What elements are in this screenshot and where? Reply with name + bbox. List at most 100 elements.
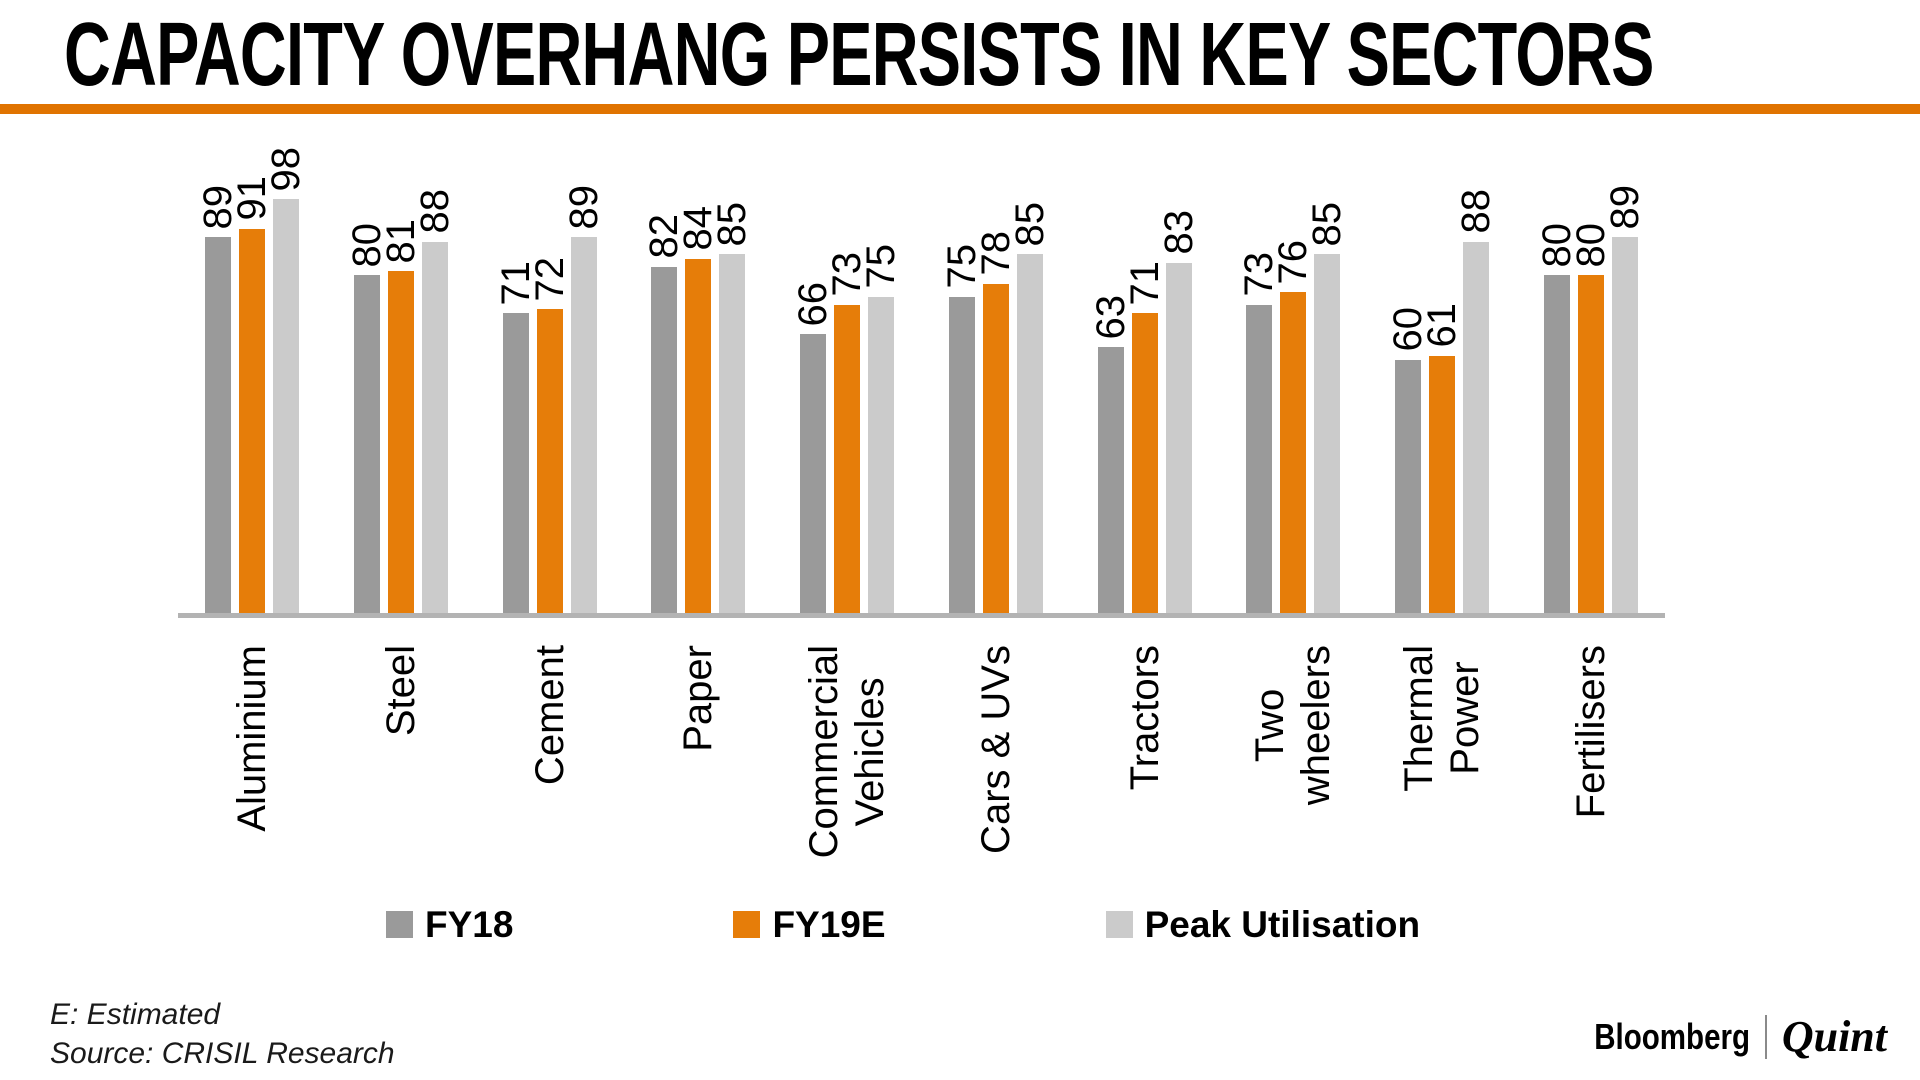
bar-column-fy19e: 80 xyxy=(1569,145,1613,613)
bar-peak-utilisation xyxy=(1165,262,1192,613)
bar-column-peak-utilisation: 88 xyxy=(1454,145,1498,613)
bar-peak-utilisation xyxy=(570,237,597,613)
bar-group-cars-uvs: 75 78 85 xyxy=(922,145,1071,613)
bar-fy19e xyxy=(536,309,563,613)
bar-fy19e xyxy=(1428,355,1455,613)
bar-fy18 xyxy=(948,296,975,613)
bar-column-peak-utilisation: 88 xyxy=(413,145,457,613)
bar-fy18 xyxy=(205,237,232,613)
chart-legend: FY18 FY19E Peak Utilisation xyxy=(386,906,1420,943)
bar-group-two-wheelers: 73 76 85 xyxy=(1219,145,1368,613)
bar-column-fy19e: 73 xyxy=(825,145,869,613)
bar-group-commercial-vehicles: 66 73 75 xyxy=(773,145,922,613)
bar-column-peak-utilisation: 83 xyxy=(1157,145,1201,613)
bar-column-fy19e: 61 xyxy=(1420,145,1464,613)
category-label: Cement xyxy=(527,645,572,786)
bar-column-fy18: 66 xyxy=(791,145,835,613)
bar-group-paper: 82 84 85 xyxy=(624,145,773,613)
category-label: Paper xyxy=(676,645,721,752)
category-cell: Aluminium xyxy=(178,645,327,832)
legend-swatch-fy19e xyxy=(733,911,761,938)
bar-column-peak-utilisation: 75 xyxy=(859,145,903,613)
bar-column-fy18: 71 xyxy=(494,145,538,613)
brand-separator xyxy=(1764,1014,1767,1059)
bar-fy18 xyxy=(651,266,678,613)
category-label: Two wheelers xyxy=(1248,645,1339,806)
bar-fy19e xyxy=(388,271,415,613)
bar-fy18 xyxy=(354,275,381,613)
bar-group-fertilisers: 80 80 89 xyxy=(1516,145,1665,613)
bar-column-fy18: 80 xyxy=(1535,145,1579,613)
category-cell: Commercial Vehicles xyxy=(773,645,922,858)
bar-value-label: 85 xyxy=(1007,201,1052,247)
bar-fy19e xyxy=(1577,275,1604,613)
category-label: Fertilisers xyxy=(1568,645,1613,819)
bar-column-fy18: 73 xyxy=(1237,145,1281,613)
footnote-estimated: E: Estimated xyxy=(50,998,221,1031)
category-cell: Steel xyxy=(327,645,476,736)
bar-value-label: 98 xyxy=(264,146,309,192)
category-label: Steel xyxy=(379,645,424,737)
category-label: Tractors xyxy=(1122,645,1167,791)
bar-chart-plot: 89 91 98 80 81 88 71 72 89 82 84 85 66 73 75 75 78 85 63 71… xyxy=(178,145,1665,618)
bar-value-label: 88 xyxy=(1453,189,1498,234)
bloomberg-logo: Bloomberg xyxy=(1594,1015,1750,1057)
bar-fy18 xyxy=(1246,304,1273,613)
bar-column-fy18: 89 xyxy=(196,145,240,613)
footnote-source: Source: CRISIL Research xyxy=(50,1037,395,1070)
legend-item-fy18: FY18 xyxy=(386,906,513,943)
bar-value-label: 89 xyxy=(1602,184,1647,230)
bar-column-peak-utilisation: 85 xyxy=(1008,145,1052,613)
bar-value-label: 83 xyxy=(1156,210,1201,255)
bar-value-label: 72 xyxy=(527,256,572,302)
bar-series-area: 89 91 98 80 81 88 71 72 89 82 84 85 66 73 75 75 78 85 63 71… xyxy=(178,145,1665,613)
bar-fy19e xyxy=(685,258,712,613)
bar-column-peak-utilisation: 89 xyxy=(1603,145,1647,613)
bar-peak-utilisation xyxy=(1462,241,1489,613)
category-cell: Two wheelers xyxy=(1219,645,1368,805)
quint-logo: Quint xyxy=(1781,1012,1887,1061)
bar-group-cement: 71 72 89 xyxy=(475,145,624,613)
category-label: Thermal Power xyxy=(1396,645,1487,792)
bar-column-fy19e: 71 xyxy=(1123,145,1167,613)
x-axis-line xyxy=(178,613,1665,618)
bar-fy19e xyxy=(834,304,861,613)
bar-value-label: 89 xyxy=(561,184,606,230)
bar-fy18 xyxy=(1394,359,1421,613)
bar-group-thermal-power: 60 61 88 xyxy=(1368,145,1517,613)
title-accent-rule xyxy=(0,104,1920,114)
bar-value-label: 85 xyxy=(710,201,755,247)
bar-value-label: 80 xyxy=(1568,222,1613,268)
bar-column-peak-utilisation: 85 xyxy=(1305,145,1349,613)
bar-fy18 xyxy=(502,313,529,613)
bar-group-steel: 80 81 88 xyxy=(327,145,476,613)
bar-column-fy18: 63 xyxy=(1089,145,1133,613)
legend-item-fy19e: FY19E xyxy=(733,906,886,943)
bar-column-fy19e: 84 xyxy=(676,145,720,613)
bar-peak-utilisation xyxy=(1611,237,1638,613)
category-cell: Tractors xyxy=(1070,645,1219,790)
bar-peak-utilisation xyxy=(422,241,449,613)
bar-peak-utilisation xyxy=(1016,254,1043,613)
legend-label-fy18: FY18 xyxy=(425,904,514,945)
bar-peak-utilisation xyxy=(273,199,300,613)
bar-column-peak-utilisation: 85 xyxy=(710,145,754,613)
bar-column-peak-utilisation: 98 xyxy=(264,145,308,613)
bar-fy19e xyxy=(1131,313,1158,613)
category-cell: Fertilisers xyxy=(1516,645,1665,818)
bar-column-fy19e: 78 xyxy=(974,145,1018,613)
bar-value-label: 85 xyxy=(1305,201,1350,247)
category-cell: Paper xyxy=(624,645,773,752)
legend-label-peak-utilisation: Peak Utilisation xyxy=(1144,904,1421,945)
bar-fy19e xyxy=(239,228,266,613)
category-label: Commercial Vehicles xyxy=(802,645,893,859)
bar-fy19e xyxy=(982,283,1009,613)
footnotes: E: Estimated Source: CRISIL Research xyxy=(50,995,395,1073)
bar-column-fy19e: 91 xyxy=(230,145,274,613)
bar-fy18 xyxy=(1543,275,1570,613)
category-label: Aluminium xyxy=(230,645,275,832)
legend-item-peak-utilisation: Peak Utilisation xyxy=(1105,904,1421,945)
bar-column-fy19e: 81 xyxy=(379,145,423,613)
page-title: CAPACITY OVERHANG PERSISTS IN KEY SECTOR… xyxy=(64,5,1654,105)
